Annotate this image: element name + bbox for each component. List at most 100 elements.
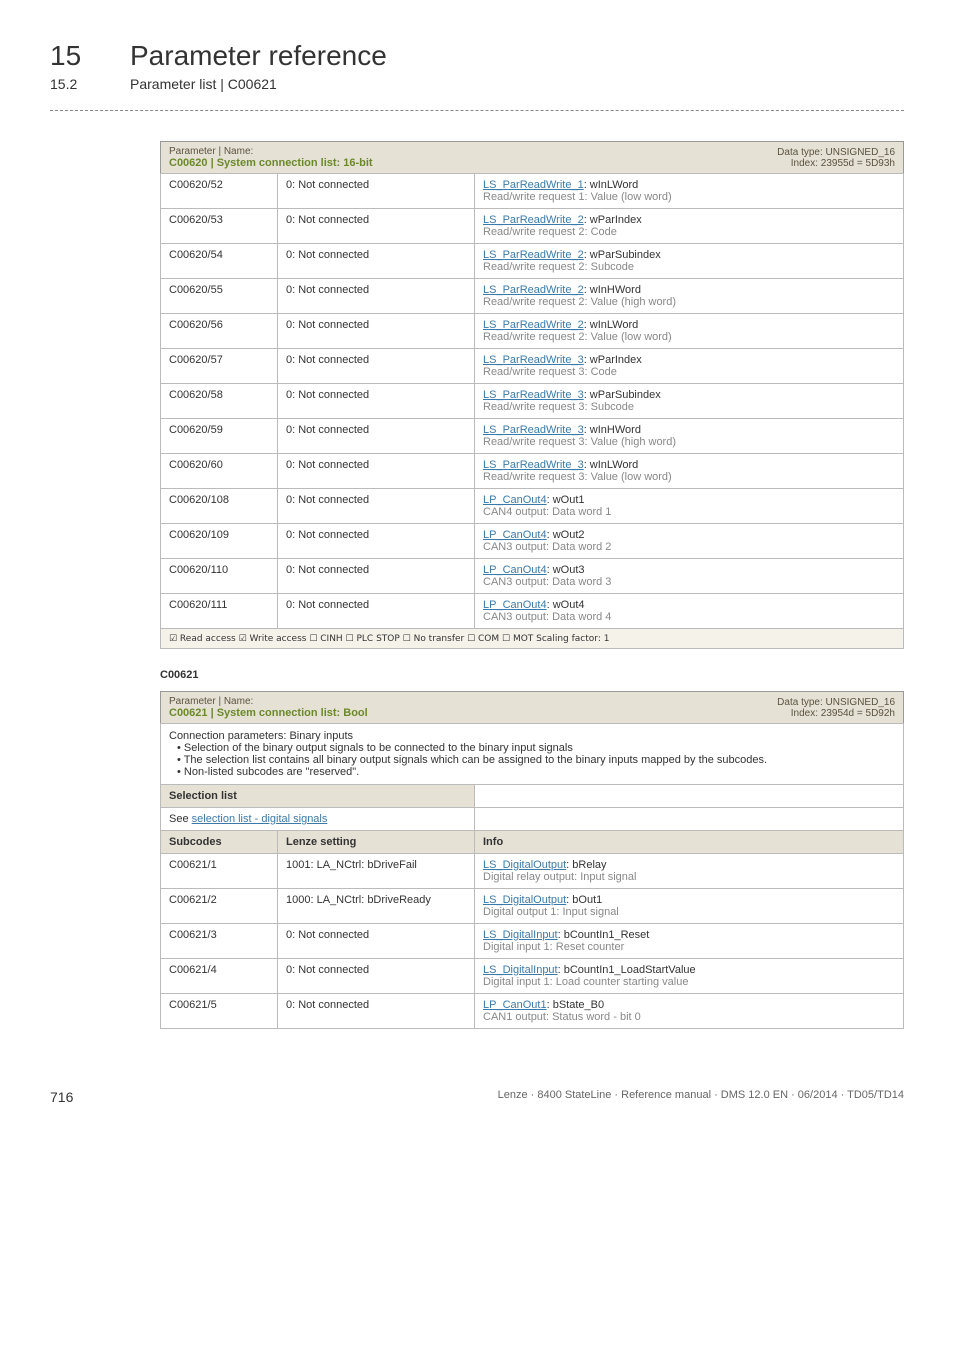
info-desc: Read/write request 2: Subcode — [483, 261, 634, 273]
setting-cell: 0: Not connected — [278, 924, 475, 959]
fb-link[interactable]: LP_CanOut4 — [483, 494, 547, 506]
fb-link[interactable]: LP_CanOut1 — [483, 999, 547, 1011]
info-desc: Read/write request 3: Value (high word) — [483, 436, 676, 448]
signal-suffix: : bRelay — [566, 859, 606, 871]
setting-cell: 0: Not connected — [278, 959, 475, 994]
code-cell: C00620/53 — [161, 209, 278, 244]
fb-link[interactable]: LP_CanOut4 — [483, 564, 547, 576]
param-name: C00620 | System connection list: 16-bit — [169, 157, 373, 169]
fb-link[interactable]: LS_DigitalOutput — [483, 894, 566, 906]
setting-cell: 0: Not connected — [278, 209, 475, 244]
code-cell: C00620/111 — [161, 594, 278, 629]
index: Index: 23954d = 5D92h — [791, 708, 895, 719]
info-cell: LS_ParReadWrite_2: wParIndexRead/write r… — [475, 209, 904, 244]
signal-suffix: : wInHWord — [584, 284, 641, 296]
param-label: Parameter | Name: — [169, 696, 253, 707]
info-desc: CAN3 output: Data word 3 — [483, 576, 611, 588]
param-name: C00621 | System connection list: Bool — [169, 707, 368, 719]
info-cell: LS_ParReadWrite_2: wParSubindexRead/writ… — [475, 244, 904, 279]
info-desc: CAN4 output: Data word 1 — [483, 506, 611, 518]
signal-suffix: : wInLWord — [584, 179, 639, 191]
col-subcodes: Subcodes — [161, 831, 278, 854]
setting-cell: 0: Not connected — [278, 489, 475, 524]
info-desc: Read/write request 2: Code — [483, 226, 617, 238]
signal-suffix: : wInLWord — [584, 319, 639, 331]
info-cell: LS_DigitalInput: bCountIn1_ResetDigital … — [475, 924, 904, 959]
fb-link[interactable]: LP_CanOut4 — [483, 599, 547, 611]
page-number: 716 — [50, 1089, 73, 1105]
info-cell: LP_CanOut1: bState_B0CAN1 output: Status… — [475, 994, 904, 1029]
setting-cell: 0: Not connected — [278, 384, 475, 419]
code-cell: C00620/60 — [161, 454, 278, 489]
index: Index: 23955d = 5D93h — [791, 158, 895, 169]
info-desc: CAN3 output: Data word 2 — [483, 541, 611, 553]
code-cell: C00620/59 — [161, 419, 278, 454]
fb-link[interactable]: LP_CanOut4 — [483, 529, 547, 541]
fb-link[interactable]: LS_ParReadWrite_3 — [483, 389, 584, 401]
setting-cell: 0: Not connected — [278, 244, 475, 279]
info-desc: Digital input 1: Load counter starting v… — [483, 976, 688, 988]
footer-text: Lenze · 8400 StateLine · Reference manua… — [498, 1089, 904, 1105]
parameter-table-c00621: Parameter | Name: C00621 | System connec… — [160, 691, 904, 1029]
fb-link[interactable]: LS_ParReadWrite_1 — [483, 179, 584, 191]
signal-suffix: : wOut3 — [547, 564, 585, 576]
selection-list-link[interactable]: selection list - digital signals — [192, 813, 328, 825]
signal-suffix: : wParIndex — [584, 214, 642, 226]
code-cell: C00621/1 — [161, 854, 278, 889]
info-cell: LP_CanOut4: wOut4CAN3 output: Data word … — [475, 594, 904, 629]
info-cell: LP_CanOut4: wOut3CAN3 output: Data word … — [475, 559, 904, 594]
signal-suffix: : wOut1 — [547, 494, 585, 506]
info-cell: LS_ParReadWrite_3: wParIndexRead/write r… — [475, 349, 904, 384]
signal-suffix: : bCountIn1_Reset — [558, 929, 650, 941]
col-info: Info — [475, 831, 904, 854]
code-cell: C00621/3 — [161, 924, 278, 959]
code-cell: C00621/5 — [161, 994, 278, 1029]
desc-bullet: • The selection list contains all binary… — [177, 754, 767, 766]
info-desc: Read/write request 2: Value (low word) — [483, 331, 672, 343]
param-label: Parameter | Name: — [169, 146, 253, 157]
signal-suffix: : bState_B0 — [547, 999, 605, 1011]
signal-suffix: : wParSubindex — [584, 249, 661, 261]
info-cell: LS_ParReadWrite_2: wInLWordRead/write re… — [475, 314, 904, 349]
signal-suffix: : wOut2 — [547, 529, 585, 541]
setting-cell: 0: Not connected — [278, 559, 475, 594]
data-type: Data type: UNSIGNED_16 — [777, 697, 895, 708]
info-desc: Read/write request 3: Value (low word) — [483, 471, 672, 483]
fb-link[interactable]: LS_DigitalOutput — [483, 859, 566, 871]
code-cell: C00621/2 — [161, 889, 278, 924]
fb-link[interactable]: LS_ParReadWrite_2 — [483, 249, 584, 261]
setting-cell: 0: Not connected — [278, 279, 475, 314]
fb-link[interactable]: LS_ParReadWrite_3 — [483, 459, 584, 471]
fb-link[interactable]: LS_DigitalInput — [483, 964, 558, 976]
info-cell: LS_ParReadWrite_3: wParSubindexRead/writ… — [475, 384, 904, 419]
fb-link[interactable]: LS_ParReadWrite_2 — [483, 319, 584, 331]
fb-link[interactable]: LS_ParReadWrite_3 — [483, 354, 584, 366]
fb-link[interactable]: LS_DigitalInput — [483, 929, 558, 941]
fb-link[interactable]: LS_ParReadWrite_2 — [483, 284, 584, 296]
info-cell: LS_ParReadWrite_3: wInHWordRead/write re… — [475, 419, 904, 454]
setting-cell: 0: Not connected — [278, 454, 475, 489]
access-flags: ☑ Read access ☑ Write access ☐ CINH ☐ PL… — [169, 634, 609, 644]
info-desc: Read/write request 3: Code — [483, 366, 617, 378]
setting-cell: 1000: LA_NCtrl: bDriveReady — [278, 889, 475, 924]
desc-bullet: • Non-listed subcodes are "reserved". — [177, 766, 359, 778]
setting-cell: 0: Not connected — [278, 594, 475, 629]
signal-suffix: : wInLWord — [584, 459, 639, 471]
info-cell: LS_DigitalOutput: bOut1Digital output 1:… — [475, 889, 904, 924]
divider — [50, 110, 904, 111]
desc-line: Connection parameters: Binary inputs — [169, 730, 353, 742]
col-lenze: Lenze setting — [278, 831, 475, 854]
see-label: See — [169, 813, 192, 825]
desc-bullet: • Selection of the binary output signals… — [177, 742, 573, 754]
info-desc: Read/write request 2: Value (high word) — [483, 296, 676, 308]
code-cell: C00620/56 — [161, 314, 278, 349]
fb-link[interactable]: LS_ParReadWrite_3 — [483, 424, 584, 436]
info-cell: LS_DigitalOutput: bRelayDigital relay ou… — [475, 854, 904, 889]
info-desc: Digital input 1: Reset counter — [483, 941, 624, 953]
info-cell: LP_CanOut4: wOut2CAN3 output: Data word … — [475, 524, 904, 559]
section-c00621-label: C00621 — [160, 669, 904, 681]
fb-link[interactable]: LS_ParReadWrite_2 — [483, 214, 584, 226]
info-desc: CAN1 output: Status word - bit 0 — [483, 1011, 641, 1023]
info-desc: Digital output 1: Input signal — [483, 906, 619, 918]
code-cell: C00620/108 — [161, 489, 278, 524]
